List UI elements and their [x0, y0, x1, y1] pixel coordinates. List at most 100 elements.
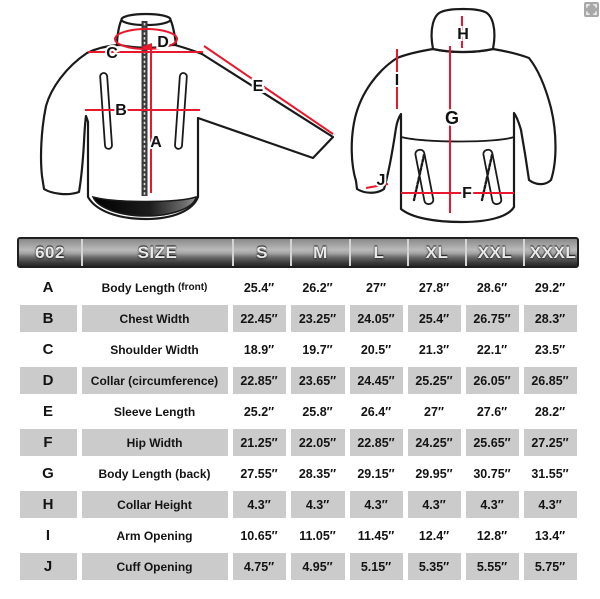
- row-value: 25.25″: [405, 365, 463, 396]
- table-row: F Hip Width 21.25″ 22.05″ 22.85″ 24.25″ …: [17, 427, 579, 458]
- row-value: 10.65″: [240, 528, 278, 543]
- row-value: 28.2″: [534, 404, 566, 419]
- row-value: 20.5″: [360, 342, 392, 357]
- row-value: 24.25″: [405, 427, 463, 458]
- row-label: Sleeve Length: [113, 404, 196, 419]
- size-table-header: 602 SIZE S M L XL XXL XXXL: [17, 237, 579, 268]
- row-value: 27″: [424, 404, 444, 419]
- measurement-diagram: A B C D E F G H I J: [0, 0, 600, 235]
- label-J: J: [377, 172, 386, 189]
- row-value: 24.05″: [347, 303, 405, 334]
- row-value: 22.45″: [230, 303, 288, 334]
- header-col-xl: XL: [407, 239, 465, 266]
- jacket-front-hem: [91, 195, 197, 217]
- row-value: 31.55″: [531, 466, 569, 481]
- row-value: 4.3″: [405, 489, 463, 520]
- row-value: 4.3″: [347, 489, 405, 520]
- row-label: Arm Opening: [116, 528, 193, 543]
- row-value: 22.85″: [230, 365, 288, 396]
- row-letter: A: [42, 279, 54, 296]
- row-value: 4.3″: [463, 489, 521, 520]
- size-table: 602 SIZE S M L XL XXL XXXL A Body Length…: [17, 237, 579, 582]
- row-label: Cuff Opening: [79, 551, 230, 582]
- label-A: A: [150, 134, 162, 151]
- row-value: 22.85″: [347, 427, 405, 458]
- row-value: 27.8″: [418, 280, 450, 295]
- row-value: 25.4″: [243, 280, 275, 295]
- row-value: 25.4″: [405, 303, 463, 334]
- header-size: SIZE: [81, 239, 232, 266]
- jacket-back: [350, 7, 557, 224]
- row-value: 25.65″: [463, 427, 521, 458]
- row-value: 21.3″: [418, 342, 450, 357]
- size-table-body: A Body Length (front) 25.4″ 26.2″ 27″ 27.…: [17, 272, 579, 582]
- header-col-m: M: [290, 239, 349, 266]
- row-value: 4.3″: [230, 489, 288, 520]
- jacket-front: [39, 12, 335, 221]
- table-row: B Chest Width 22.45″ 23.25″ 24.05″ 25.4″…: [17, 303, 579, 334]
- row-value: 25.2″: [243, 404, 275, 419]
- row-value: 4.3″: [521, 489, 579, 520]
- row-value: 5.35″: [405, 551, 463, 582]
- row-letter: E: [42, 403, 53, 420]
- row-value: 22.05″: [288, 427, 347, 458]
- table-row: J Cuff Opening 4.75″ 4.95″ 5.15″ 5.35″ 5…: [17, 551, 579, 582]
- row-value: 27.55″: [240, 466, 278, 481]
- row-value: 29.15″: [357, 466, 395, 481]
- label-H: H: [457, 26, 469, 43]
- table-row: D Collar (circumference) 22.85″ 23.65″ 2…: [17, 365, 579, 396]
- table-row: G Body Length (back) 27.55″ 28.35″ 29.15…: [17, 458, 579, 489]
- row-value: 21.25″: [230, 427, 288, 458]
- row-value: 22.1″: [476, 342, 508, 357]
- header-col-xxxl: XXXL: [523, 239, 581, 266]
- row-letter: C: [42, 341, 54, 358]
- header-product-code: 602: [35, 243, 65, 262]
- row-value: 27″: [366, 280, 386, 295]
- label-G: G: [445, 108, 459, 128]
- row-value: 26.2″: [302, 280, 333, 295]
- row-value: 30.75″: [473, 466, 511, 481]
- row-value: 27.6″: [476, 404, 508, 419]
- row-value: 23.25″: [288, 303, 347, 334]
- row-label: Body Length (back): [98, 466, 211, 481]
- row-value: 11.05″: [299, 528, 336, 543]
- jacket-back-yoke-seam: [400, 136, 515, 143]
- row-value: 12.8″: [476, 528, 508, 543]
- line-D: [114, 28, 178, 50]
- row-label: Chest Width: [79, 303, 230, 334]
- row-value: 25.8″: [302, 404, 333, 419]
- row-value: 26.05″: [463, 365, 521, 396]
- row-value: 26.85″: [521, 365, 579, 396]
- row-value: 19.7″: [302, 342, 333, 357]
- row-letter: B: [17, 303, 79, 334]
- row-value: 29.95″: [415, 466, 453, 481]
- row-label: Collar Height: [79, 489, 230, 520]
- row-value: 18.9″: [243, 342, 275, 357]
- row-value: 11.45″: [357, 528, 395, 543]
- measurement-lines: [85, 16, 514, 213]
- row-letter: F: [17, 427, 79, 458]
- arrow-D: [141, 43, 152, 51]
- row-value: 23.65″: [288, 365, 347, 396]
- row-value: 26.75″: [463, 303, 521, 334]
- table-row: E Sleeve Length 25.2″ 25.8″ 26.4″ 27″ 27…: [17, 396, 579, 427]
- jacket-back-body: [350, 47, 557, 224]
- table-row: H Collar Height 4.3″ 4.3″ 4.3″ 4.3″ 4.3″…: [17, 489, 579, 520]
- expand-icon[interactable]: [584, 2, 599, 17]
- row-value: 23.5″: [534, 342, 566, 357]
- row-value: 12.4″: [418, 528, 450, 543]
- line-E: [203, 45, 334, 135]
- row-value: 13.4″: [534, 528, 566, 543]
- row-value: 28.35″: [298, 466, 337, 481]
- row-label: Hip Width: [79, 427, 230, 458]
- label-I: I: [395, 72, 399, 89]
- row-value: 5.15″: [347, 551, 405, 582]
- measurement-letters: A B C D E F G H I J: [104, 24, 474, 204]
- row-value: 28.6″: [476, 280, 508, 295]
- row-letter: G: [42, 465, 54, 482]
- row-value: 24.45″: [347, 365, 405, 396]
- row-value: 26.4″: [360, 404, 392, 419]
- table-row: C Shoulder Width 18.9″ 19.7″ 20.5″ 21.3″…: [17, 334, 579, 365]
- row-letter: J: [17, 551, 79, 582]
- row-value: 28.3″: [521, 303, 579, 334]
